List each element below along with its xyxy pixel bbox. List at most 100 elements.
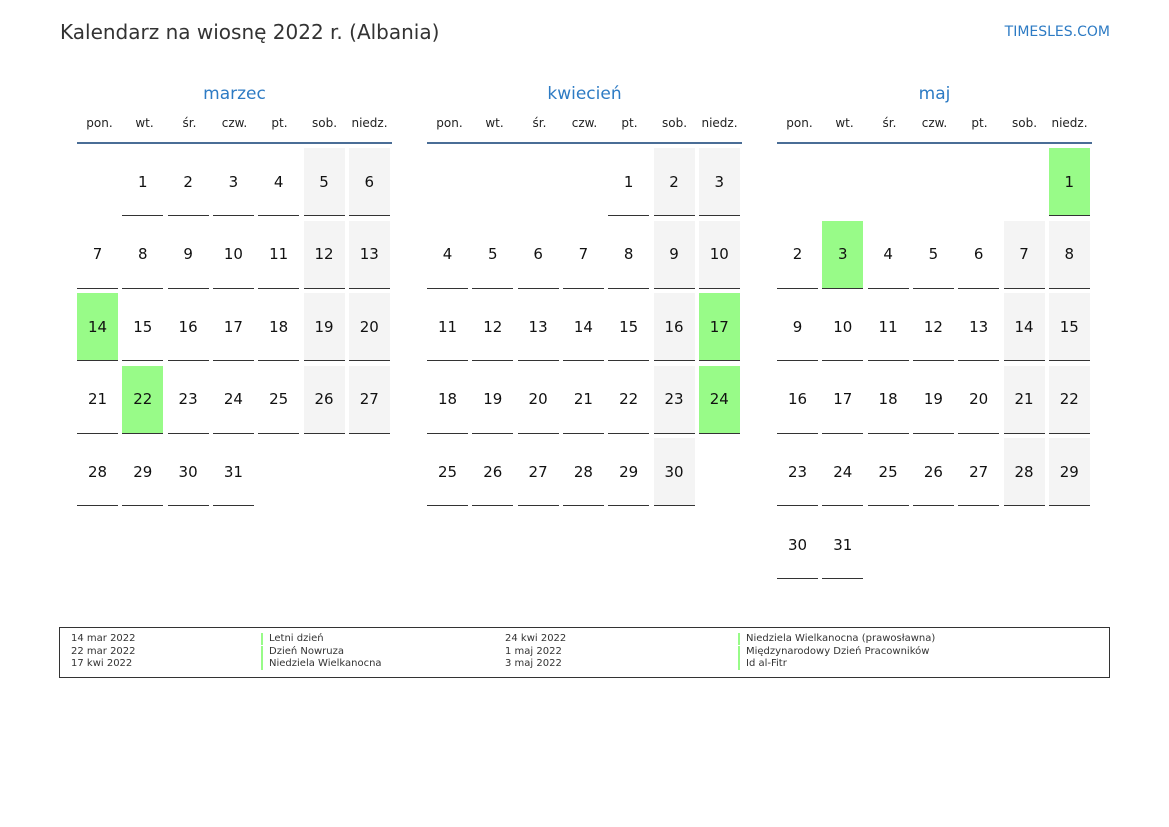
- day-cell[interactable]: 11: [427, 293, 468, 362]
- day-cell[interactable]: 12: [472, 293, 514, 362]
- day-cell[interactable]: 5: [303, 148, 345, 216]
- day-cell[interactable]: 20: [958, 366, 1000, 434]
- day-cell[interactable]: 8: [122, 221, 164, 289]
- legend-holiday-name: Dzień Nowruza: [261, 645, 344, 658]
- day-cell[interactable]: 1: [122, 148, 164, 216]
- day-cell[interactable]: 11: [867, 293, 909, 362]
- day-cell[interactable]: 13: [348, 220, 390, 289]
- day-cell[interactable]: 30: [167, 438, 209, 507]
- day-cell[interactable]: 15: [122, 293, 164, 362]
- day-cell[interactable]: 9: [777, 293, 818, 362]
- day-cell[interactable]: 21: [562, 366, 604, 434]
- day-cell[interactable]: 3: [698, 148, 740, 216]
- day-cell[interactable]: 2: [653, 148, 695, 216]
- day-cell[interactable]: 20: [348, 293, 390, 362]
- weekday-label: niedz.: [351, 116, 388, 130]
- day-cell[interactable]: 28: [1003, 438, 1045, 507]
- day-cell[interactable]: 22: [1048, 365, 1090, 434]
- day-cell[interactable]: 7: [1003, 220, 1045, 289]
- day-cell[interactable]: 16: [777, 366, 818, 434]
- day-cell[interactable]: 5: [472, 221, 514, 289]
- day-cell[interactable]: 4: [867, 221, 909, 289]
- day-cell[interactable]: 17: [822, 366, 864, 434]
- day-cell[interactable]: 7: [77, 221, 118, 289]
- day-cell[interactable]: 19: [472, 366, 514, 434]
- day-cell[interactable]: 6: [958, 221, 1000, 289]
- day-cell[interactable]: 9: [167, 221, 209, 289]
- day-cell[interactable]: 8: [608, 221, 650, 289]
- day-cell[interactable]: 26: [472, 438, 514, 507]
- day-cell[interactable]: 22: [122, 365, 164, 434]
- day-cell[interactable]: 3: [822, 220, 864, 289]
- weekday-header: pon. wt. śr. czw. pt. sob. niedz.: [777, 114, 1092, 144]
- day-cell[interactable]: 18: [258, 293, 300, 362]
- day-cell[interactable]: 12: [303, 220, 345, 289]
- day-cell[interactable]: 21: [1003, 365, 1045, 434]
- legend-date: 24 kwi 2022: [505, 633, 567, 644]
- day-cell[interactable]: 23: [653, 365, 695, 434]
- day-cell[interactable]: 8: [1048, 220, 1090, 289]
- day-cell[interactable]: 15: [608, 293, 650, 362]
- day-cell[interactable]: 2: [167, 148, 209, 216]
- day-cell[interactable]: 25: [867, 438, 909, 507]
- day-cell[interactable]: 10: [822, 293, 864, 362]
- day-cell[interactable]: 16: [167, 293, 209, 362]
- day-cell[interactable]: 29: [122, 438, 164, 507]
- day-cell[interactable]: 28: [77, 438, 118, 507]
- day-cell[interactable]: 18: [427, 366, 468, 434]
- day-cell[interactable]: 6: [348, 148, 390, 216]
- day-cell[interactable]: 20: [517, 366, 559, 434]
- day-cell[interactable]: 30: [777, 511, 818, 579]
- day-cell[interactable]: 21: [77, 366, 118, 434]
- day-cell[interactable]: 29: [608, 438, 650, 507]
- weekday-label: wt.: [835, 116, 854, 130]
- day-cell[interactable]: 4: [258, 148, 300, 216]
- brand-link[interactable]: TIMESLES.COM: [1004, 24, 1110, 40]
- day-cell[interactable]: 17: [212, 293, 254, 362]
- page-title: Kalendarz na wiosnę 2022 r. (Albania): [60, 20, 440, 44]
- day-cell[interactable]: 27: [958, 438, 1000, 507]
- day-cell[interactable]: 24: [212, 366, 254, 434]
- day-cell[interactable]: 27: [348, 365, 390, 434]
- day-cell[interactable]: 30: [653, 438, 695, 507]
- day-cell[interactable]: 28: [562, 438, 604, 507]
- day-cell[interactable]: 29: [1048, 438, 1090, 507]
- day-cell[interactable]: 9: [653, 220, 695, 289]
- day-cell[interactable]: 7: [562, 221, 604, 289]
- day-cell[interactable]: 1: [1048, 148, 1090, 216]
- day-cell[interactable]: 13: [958, 293, 1000, 362]
- day-cell[interactable]: 31: [212, 438, 254, 507]
- day-cell[interactable]: 3: [212, 148, 254, 216]
- day-cell[interactable]: 25: [427, 438, 468, 507]
- day-cell[interactable]: 4: [427, 221, 468, 289]
- day-cell[interactable]: 26: [912, 438, 954, 507]
- day-cell[interactable]: 10: [212, 221, 254, 289]
- day-cell[interactable]: 14: [77, 293, 118, 362]
- day-cell[interactable]: 5: [912, 221, 954, 289]
- day-cell[interactable]: 19: [303, 293, 345, 362]
- day-cell[interactable]: 26: [303, 365, 345, 434]
- day-cell[interactable]: 2: [777, 221, 818, 289]
- day-cell[interactable]: 13: [517, 293, 559, 362]
- day-cell[interactable]: 14: [1003, 293, 1045, 362]
- day-cell[interactable]: 25: [258, 366, 300, 434]
- day-cell[interactable]: 16: [653, 293, 695, 362]
- day-cell[interactable]: 23: [777, 438, 818, 507]
- day-cell[interactable]: 10: [698, 220, 740, 289]
- day-cell[interactable]: 12: [912, 293, 954, 362]
- day-cell[interactable]: 22: [608, 366, 650, 434]
- day-cell[interactable]: 27: [517, 438, 559, 507]
- day-cell[interactable]: 23: [167, 366, 209, 434]
- day-cell[interactable]: 31: [822, 511, 864, 579]
- day-cell[interactable]: 24: [698, 365, 740, 434]
- day-cell[interactable]: 15: [1048, 293, 1090, 362]
- day-cell[interactable]: 1: [608, 148, 650, 216]
- legend-date: 3 maj 2022: [505, 658, 562, 669]
- day-cell[interactable]: 19: [912, 366, 954, 434]
- day-cell[interactable]: 17: [698, 293, 740, 362]
- day-cell[interactable]: 18: [867, 366, 909, 434]
- day-cell[interactable]: 6: [517, 221, 559, 289]
- day-cell[interactable]: 11: [258, 221, 300, 289]
- day-cell[interactable]: 24: [822, 438, 864, 507]
- day-cell[interactable]: 14: [562, 293, 604, 362]
